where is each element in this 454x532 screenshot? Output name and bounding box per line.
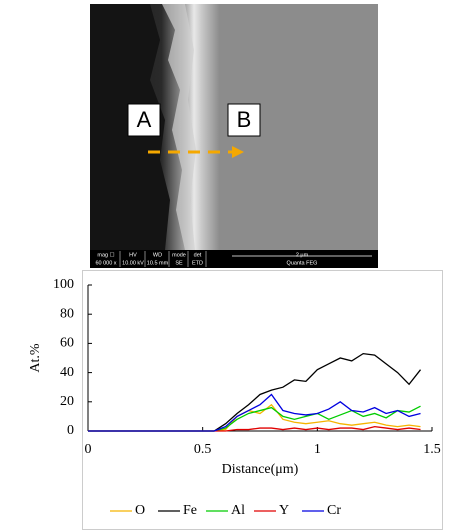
info-header: mag ☐	[97, 251, 114, 258]
info-header: WD	[153, 252, 162, 258]
sem-image: A B mag ☐ 60 000 x HV 10.00 kV WD 10.5 mmmode…	[90, 4, 378, 268]
y-tick-label: 20	[60, 394, 74, 409]
info-header: HV	[129, 252, 137, 258]
y-tick-label: 0	[67, 423, 74, 438]
series-line	[88, 393, 421, 432]
x-axis-label: Distance(μm)	[222, 462, 299, 477]
y-tick-label: 60	[60, 336, 74, 351]
region-label: A	[137, 107, 152, 132]
series-line	[88, 425, 421, 432]
info-header: det	[194, 252, 202, 258]
arrow-head	[232, 146, 244, 158]
y-tick-label: 100	[53, 277, 74, 292]
x-tick-label: 1	[314, 442, 321, 457]
legend-label: Fe	[183, 503, 197, 518]
info-value: 10.00 kV	[122, 260, 144, 266]
instrument: Quanta FEG	[287, 260, 318, 266]
label-box	[227, 103, 261, 137]
chart-frame	[82, 270, 443, 530]
legend-label: Al	[231, 503, 245, 518]
y-axis-label: At.%	[28, 343, 43, 373]
legend-label: O	[135, 503, 145, 518]
region-label: B	[237, 107, 252, 132]
x-tick-label: 1.5	[423, 442, 441, 457]
info-header: mode	[172, 252, 186, 258]
y-tick-label: 80	[60, 306, 74, 321]
info-value: SE	[175, 260, 183, 266]
label-box	[127, 103, 161, 137]
info-value: 10.5 mm	[147, 260, 169, 266]
x-tick-label: 0	[85, 442, 92, 457]
legend-label: Cr	[327, 503, 341, 518]
legend-label: Y	[279, 503, 289, 518]
series-line	[88, 352, 422, 432]
y-tick-label: 40	[60, 365, 74, 380]
info-value: 60 000 x	[95, 260, 116, 266]
x-tick-label: 0.5	[194, 442, 212, 457]
crystal-edge	[162, 4, 196, 250]
info-bar	[90, 250, 378, 268]
info-value: ETD	[192, 260, 203, 266]
scale-label: 2 μm	[296, 252, 309, 258]
